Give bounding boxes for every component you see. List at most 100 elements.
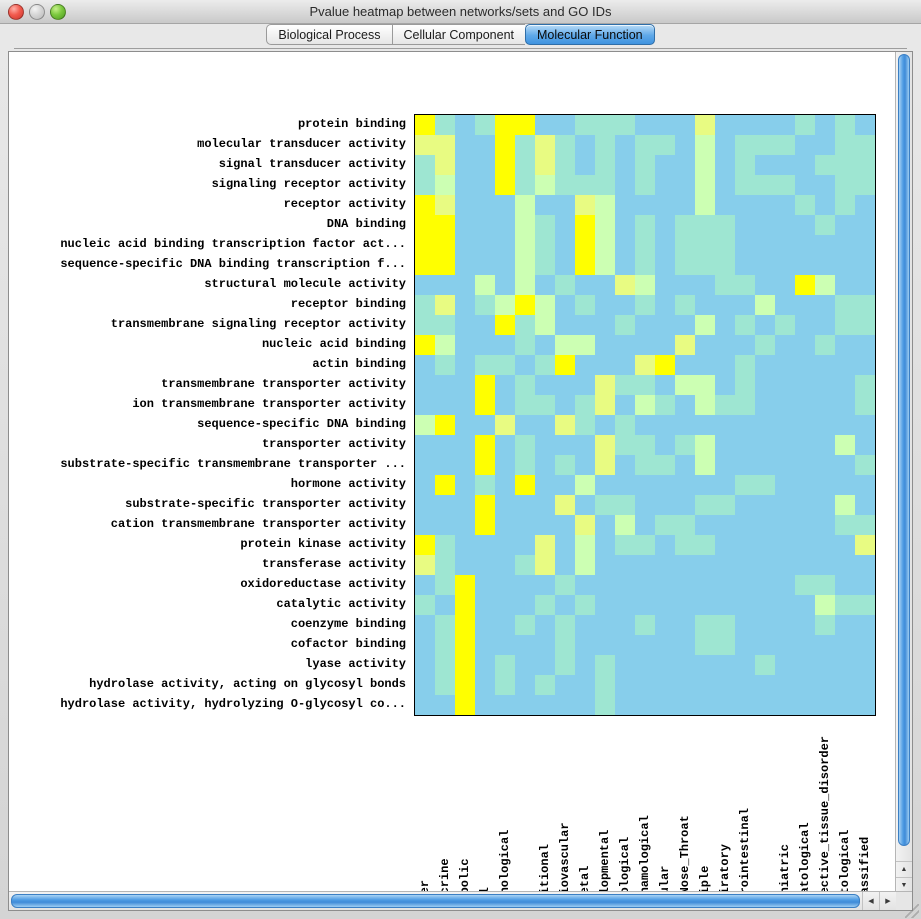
heatmap-cell[interactable] bbox=[455, 655, 475, 675]
heatmap-cell[interactable] bbox=[595, 655, 615, 675]
heatmap-cell[interactable] bbox=[815, 595, 835, 615]
heatmap-cell[interactable] bbox=[415, 655, 435, 675]
heatmap-cell[interactable] bbox=[675, 395, 695, 415]
heatmap-cell[interactable] bbox=[575, 375, 595, 395]
heatmap-cell[interactable] bbox=[615, 395, 635, 415]
heatmap-cell[interactable] bbox=[795, 455, 815, 475]
heatmap-cell[interactable] bbox=[495, 195, 515, 215]
heatmap-cell[interactable] bbox=[595, 615, 615, 635]
heatmap-cell[interactable] bbox=[515, 455, 535, 475]
heatmap-cell[interactable] bbox=[655, 475, 675, 495]
heatmap-cell[interactable] bbox=[435, 555, 455, 575]
heatmap-cell[interactable] bbox=[455, 535, 475, 555]
heatmap-cell[interactable] bbox=[575, 635, 595, 655]
heatmap-cell[interactable] bbox=[555, 315, 575, 335]
heatmap-cell[interactable] bbox=[855, 135, 875, 155]
heatmap-cell[interactable] bbox=[515, 135, 535, 155]
heatmap-cell[interactable] bbox=[815, 375, 835, 395]
heatmap-cell[interactable] bbox=[455, 275, 475, 295]
heatmap-cell[interactable] bbox=[675, 695, 695, 715]
heatmap-cell[interactable] bbox=[775, 675, 795, 695]
heatmap-cell[interactable] bbox=[695, 695, 715, 715]
heatmap-cell[interactable] bbox=[615, 535, 635, 555]
heatmap-cell[interactable] bbox=[435, 295, 455, 315]
heatmap-cell[interactable] bbox=[535, 435, 555, 455]
heatmap-cell[interactable] bbox=[575, 315, 595, 335]
heatmap-cell[interactable] bbox=[615, 455, 635, 475]
heatmap-cell[interactable] bbox=[835, 515, 855, 535]
heatmap-cell[interactable] bbox=[595, 235, 615, 255]
heatmap-cell[interactable] bbox=[835, 135, 855, 155]
heatmap-cell[interactable] bbox=[455, 155, 475, 175]
heatmap-cell[interactable] bbox=[855, 355, 875, 375]
heatmap-cell[interactable] bbox=[575, 415, 595, 435]
heatmap-cell[interactable] bbox=[575, 535, 595, 555]
heatmap-cell[interactable] bbox=[515, 575, 535, 595]
heatmap-cell[interactable] bbox=[535, 455, 555, 475]
heatmap-cell[interactable] bbox=[495, 255, 515, 275]
heatmap-cell[interactable] bbox=[495, 335, 515, 355]
heatmap-cell[interactable] bbox=[455, 375, 475, 395]
heatmap-cell[interactable] bbox=[455, 195, 475, 215]
heatmap-cell[interactable] bbox=[795, 635, 815, 655]
heatmap-cell[interactable] bbox=[715, 295, 735, 315]
heatmap-cell[interactable] bbox=[435, 335, 455, 355]
heatmap-cell[interactable] bbox=[515, 515, 535, 535]
heatmap-cell[interactable] bbox=[555, 495, 575, 515]
scroll-right-icon[interactable]: ▶ bbox=[879, 892, 896, 910]
heatmap-cell[interactable] bbox=[455, 175, 475, 195]
heatmap-cell[interactable] bbox=[555, 155, 575, 175]
heatmap-cell[interactable] bbox=[675, 515, 695, 535]
heatmap-cell[interactable] bbox=[655, 355, 675, 375]
heatmap-cell[interactable] bbox=[475, 555, 495, 575]
scroll-up-icon[interactable]: ▲ bbox=[896, 861, 912, 877]
heatmap-cell[interactable] bbox=[435, 515, 455, 535]
heatmap-cell[interactable] bbox=[435, 475, 455, 495]
heatmap-cell[interactable] bbox=[655, 135, 675, 155]
close-button[interactable] bbox=[8, 4, 24, 20]
heatmap-cell[interactable] bbox=[615, 275, 635, 295]
heatmap-cell[interactable] bbox=[615, 355, 635, 375]
heatmap-cell[interactable] bbox=[635, 155, 655, 175]
heatmap-cell[interactable] bbox=[455, 235, 475, 255]
heatmap-cell[interactable] bbox=[595, 375, 615, 395]
heatmap-cell[interactable] bbox=[675, 635, 695, 655]
heatmap-cell[interactable] bbox=[435, 635, 455, 655]
heatmap-cell[interactable] bbox=[415, 335, 435, 355]
heatmap-cell[interactable] bbox=[655, 555, 675, 575]
heatmap-cell[interactable] bbox=[535, 175, 555, 195]
heatmap-cell[interactable] bbox=[835, 675, 855, 695]
heatmap-cell[interactable] bbox=[815, 435, 835, 455]
heatmap-cell[interactable] bbox=[735, 375, 755, 395]
heatmap-cell[interactable] bbox=[535, 475, 555, 495]
heatmap-cell[interactable] bbox=[575, 215, 595, 235]
heatmap-cell[interactable] bbox=[675, 235, 695, 255]
heatmap-cell[interactable] bbox=[495, 695, 515, 715]
heatmap-cell[interactable] bbox=[595, 475, 615, 495]
heatmap-cell[interactable] bbox=[575, 395, 595, 415]
heatmap-cell[interactable] bbox=[715, 195, 735, 215]
heatmap-cell[interactable] bbox=[495, 135, 515, 155]
heatmap-cell[interactable] bbox=[415, 315, 435, 335]
heatmap-cell[interactable] bbox=[735, 255, 755, 275]
heatmap-cell[interactable] bbox=[815, 135, 835, 155]
heatmap-cell[interactable] bbox=[755, 415, 775, 435]
heatmap-cell[interactable] bbox=[555, 435, 575, 455]
heatmap-cell[interactable] bbox=[535, 415, 555, 435]
heatmap-cell[interactable] bbox=[535, 695, 555, 715]
heatmap-cell[interactable] bbox=[655, 115, 675, 135]
heatmap-cell[interactable] bbox=[475, 375, 495, 395]
heatmap-cell[interactable] bbox=[855, 595, 875, 615]
heatmap-cell[interactable] bbox=[715, 575, 735, 595]
heatmap-cell[interactable] bbox=[775, 535, 795, 555]
heatmap-cell[interactable] bbox=[775, 435, 795, 455]
heatmap-cell[interactable] bbox=[535, 395, 555, 415]
heatmap-cell[interactable] bbox=[595, 395, 615, 415]
heatmap-cell[interactable] bbox=[615, 635, 635, 655]
heatmap-cell[interactable] bbox=[755, 115, 775, 135]
heatmap-cell[interactable] bbox=[715, 235, 735, 255]
heatmap-cell[interactable] bbox=[555, 375, 575, 395]
heatmap-cell[interactable] bbox=[435, 135, 455, 155]
heatmap-cell[interactable] bbox=[455, 675, 475, 695]
heatmap-cell[interactable] bbox=[555, 675, 575, 695]
